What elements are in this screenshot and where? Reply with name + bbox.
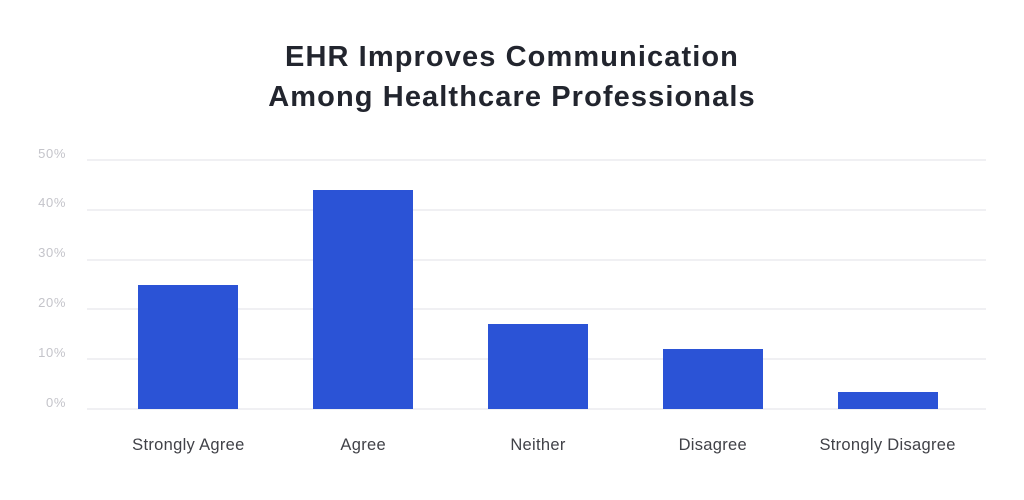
gridline-0% (87, 408, 986, 410)
x-label-strongly-agree: Strongly Agree (132, 436, 245, 454)
x-label-neither: Neither (510, 436, 566, 454)
chart-title: EHR Improves Communication Among Healthc… (0, 37, 1024, 117)
x-label-disagree: Disagree (678, 436, 747, 454)
gridline-40% (87, 208, 986, 211)
plot-area (87, 159, 986, 410)
bar-disagree (662, 349, 763, 409)
y-tick-label-0%: 0% (46, 394, 66, 410)
bars-group (101, 160, 975, 409)
y-tick-label-50%: 50% (38, 145, 66, 161)
y-axis-tick-labels: 0% 10% 20% 30% 40% 50% (0, 146, 66, 410)
chart-title-line-2: Among Healthcare Professionals (268, 81, 756, 113)
x-label-agree: Agree (340, 436, 386, 454)
y-tick-label-20%: 20% (38, 294, 66, 310)
bar-agree (313, 189, 414, 409)
y-tick-label-30%: 30% (38, 245, 66, 261)
bar-strongly-agree (138, 284, 239, 409)
bar-neither (488, 324, 588, 409)
bar-strongly-disagree (837, 391, 938, 409)
y-tick-label-10%: 10% (38, 344, 66, 360)
x-axis-category-labels: Strongly Agree Agree Neither Disagree Strong… (101, 432, 975, 458)
gridline-30% (87, 258, 986, 261)
chart-title-line-1: EHR Improves Communication (285, 41, 739, 73)
y-tick-label-40%: 40% (38, 195, 66, 211)
gridline-50% (87, 159, 986, 161)
x-label-strongly-disagree: Strongly Disagree (819, 436, 956, 454)
gridline-20% (87, 308, 986, 311)
